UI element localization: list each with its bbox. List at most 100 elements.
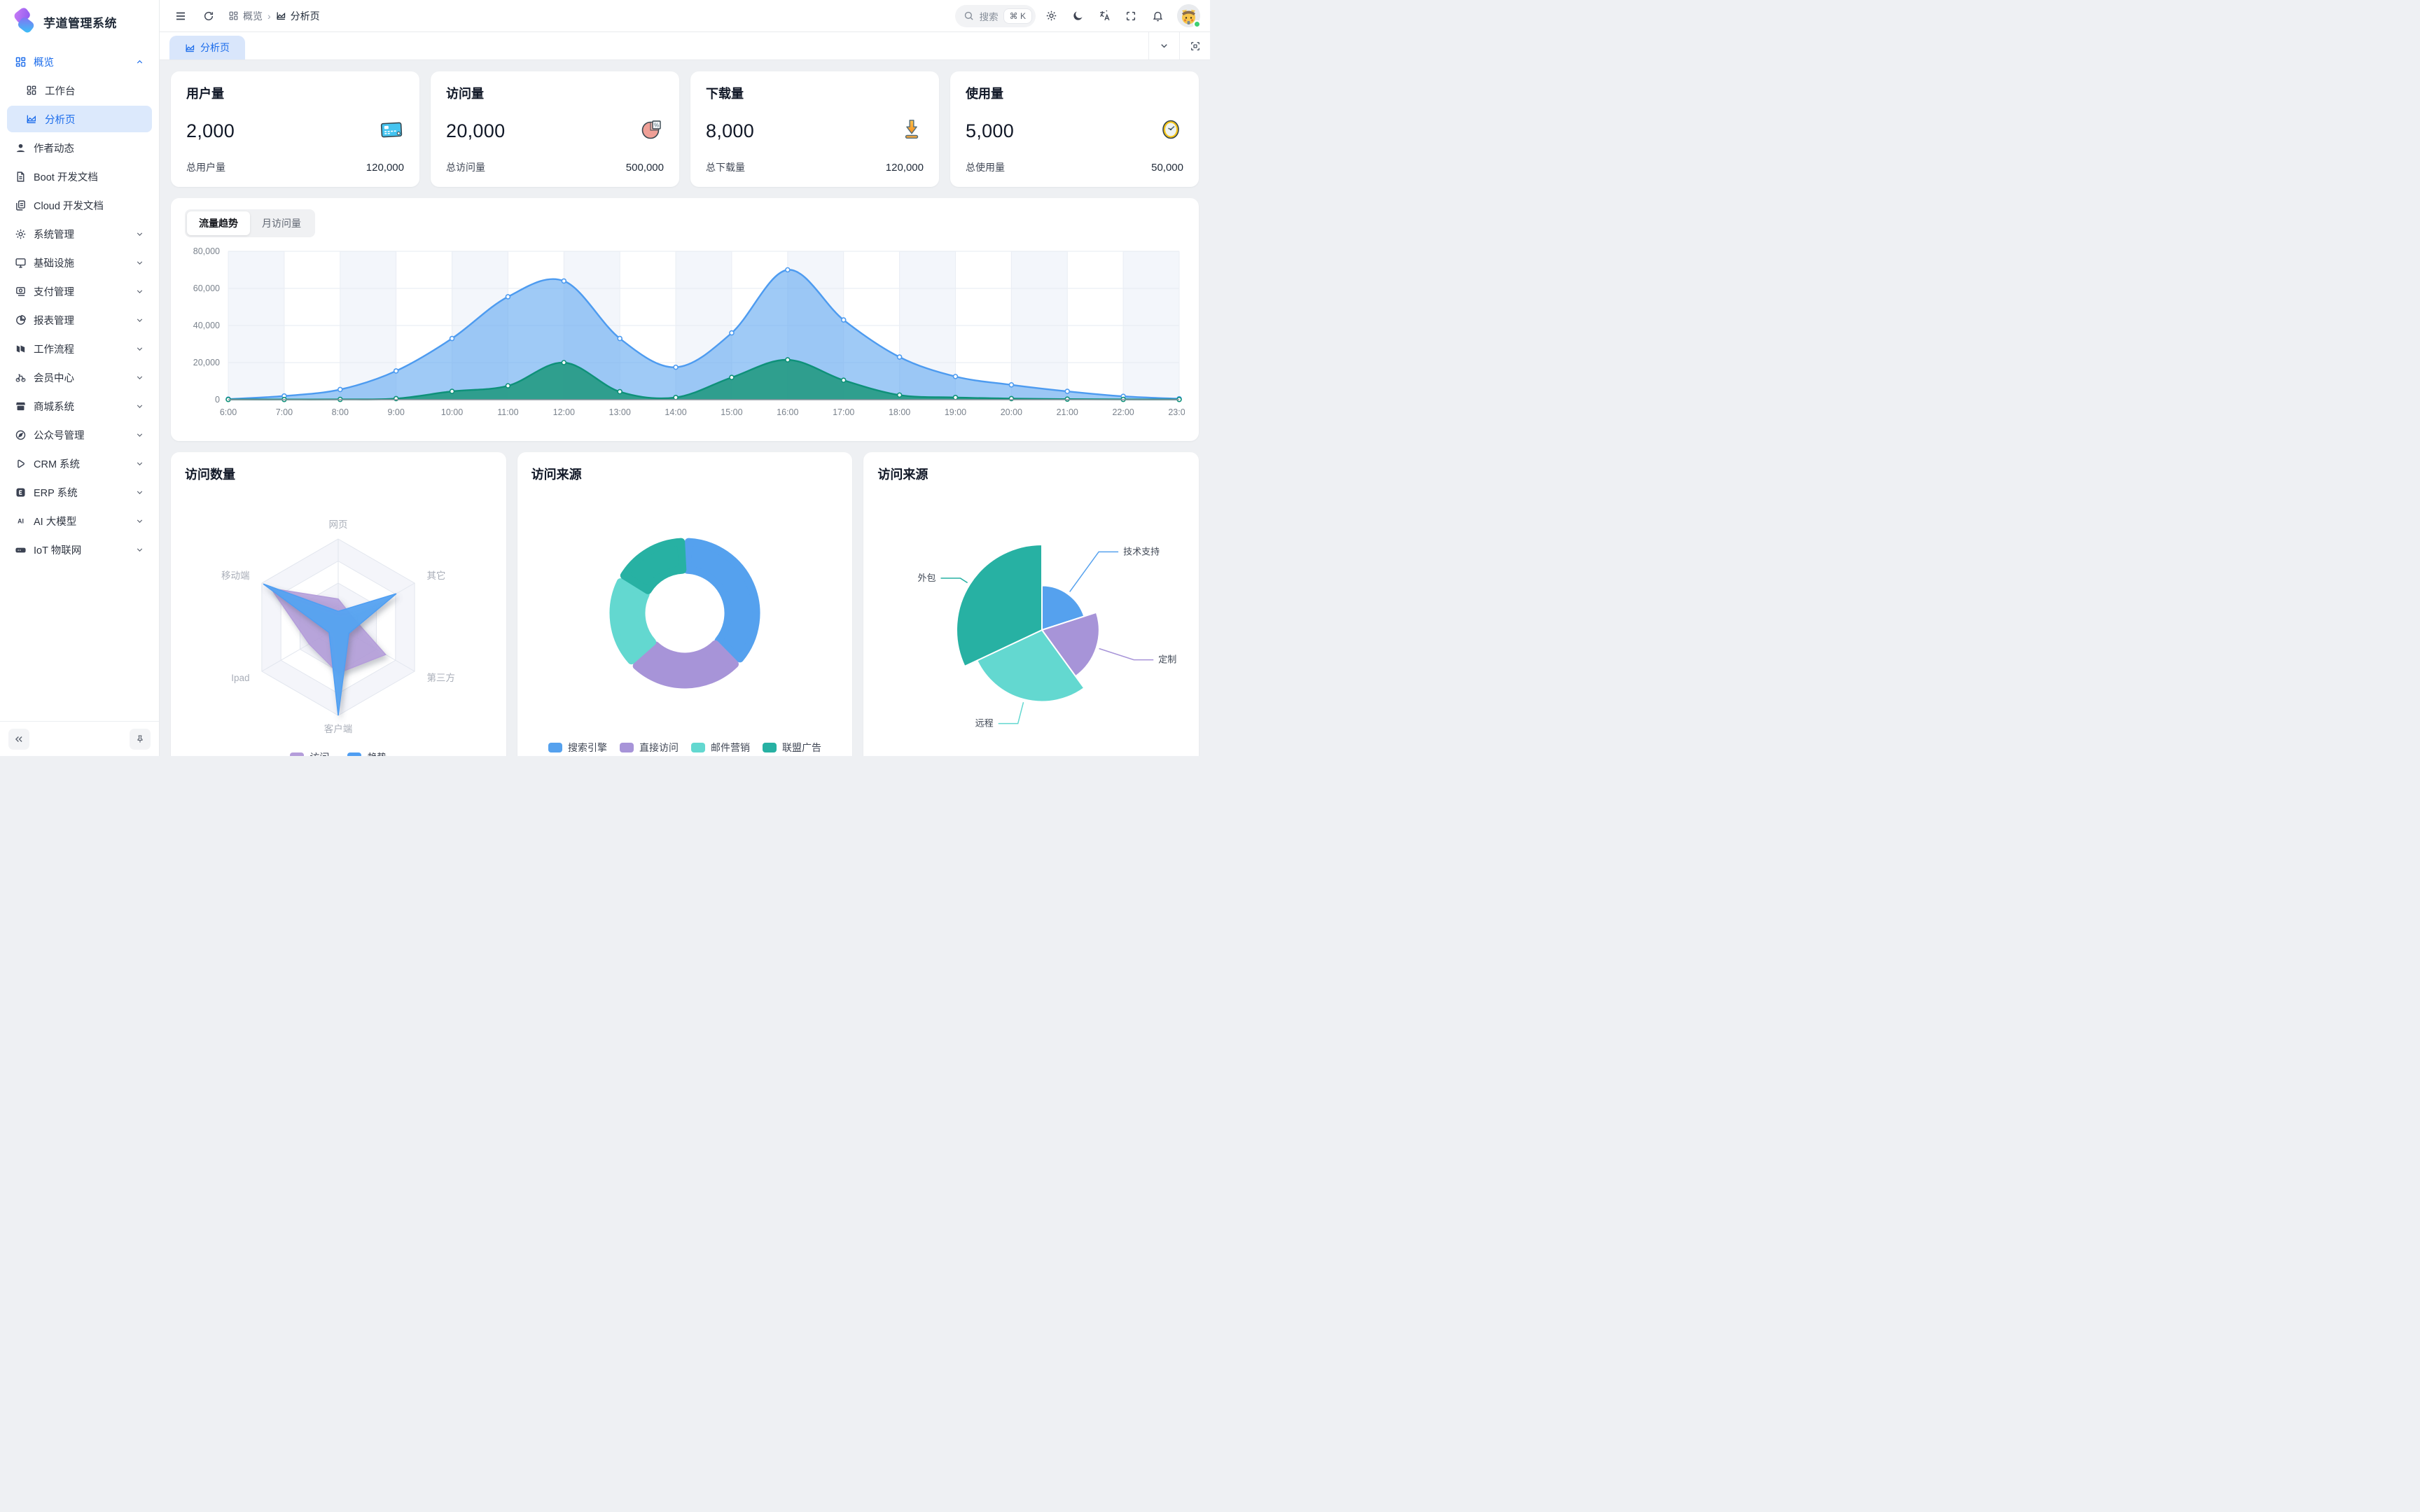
user-avatar[interactable] xyxy=(1177,4,1201,28)
tab-monthly-visits[interactable]: 月访问量 xyxy=(262,218,301,229)
legend-search-engine[interactable]: 搜索引擎 xyxy=(548,741,607,755)
sidebar-item-ai[interactable]: AI AI 大模型 xyxy=(7,507,152,534)
play-triangle-icon xyxy=(14,457,27,470)
chevron-down-icon xyxy=(135,430,145,440)
panel-title: 访问来源 xyxy=(531,468,582,482)
trend-tabs: 流量趋势 月访问量 xyxy=(185,209,315,237)
svg-text:15:00: 15:00 xyxy=(721,407,742,417)
breadcrumb-analysis[interactable]: 分析页 xyxy=(276,9,320,23)
sidebar-item-crm[interactable]: CRM 系统 xyxy=(7,450,152,477)
svg-text:12:00: 12:00 xyxy=(553,407,575,417)
sidebar-item-iot[interactable]: IoT 物联网 xyxy=(7,536,152,563)
svg-text:40,000: 40,000 xyxy=(193,321,220,330)
legend-email[interactable]: 邮件营销 xyxy=(690,741,750,755)
sidebar-item-payment[interactable]: 支付管理 xyxy=(7,278,152,304)
sidebar-item-member-center[interactable]: 会员中心 xyxy=(7,364,152,391)
stat-card-visits: 访问量 20,000 % 总访问量 500,000 xyxy=(431,71,679,187)
sidebar-item-cloud-docs[interactable]: Cloud 开发文档 xyxy=(7,192,152,218)
stats-row: 用户量 2,000 总用户量 120,000 访问量 20,000 % 总 xyxy=(171,71,1199,187)
visit-source-donut-panel: 访问来源 搜索引擎 直接访问 邮件营销 联盟广告 xyxy=(517,452,853,756)
header-actions: 搜索 ⌘ K xyxy=(954,4,1201,28)
donut-legend: 搜索引擎 直接访问 邮件营销 联盟广告 xyxy=(531,741,839,755)
sidebar-item-reports[interactable]: 报表管理 xyxy=(7,307,152,333)
tabbar-controls xyxy=(1148,32,1210,59)
svg-text:21:00: 21:00 xyxy=(1057,407,1078,417)
workbench-icon xyxy=(25,84,38,97)
maximize-icon xyxy=(1190,41,1199,50)
chevron-down-icon xyxy=(135,315,145,325)
app-logo-icon xyxy=(11,7,36,36)
svg-text:20,000: 20,000 xyxy=(193,358,220,368)
svg-text:13:00: 13:00 xyxy=(609,407,631,417)
hamburger-menu-button[interactable] xyxy=(169,5,192,27)
sidebar-item-boot-docs[interactable]: Boot 开发文档 xyxy=(7,163,152,190)
traffic-trend-chart[interactable]: 0 20,000 40,000 60,000 80,000 6:00 7:00 8:00 9:0… xyxy=(185,243,1190,427)
sidebar-item-overview[interactable]: 概览 xyxy=(7,48,152,75)
chevron-down-icon xyxy=(135,458,145,468)
svg-text:20:00: 20:00 xyxy=(1001,407,1022,417)
chart-icon xyxy=(185,44,195,52)
language-button[interactable] xyxy=(1093,5,1115,27)
svg-text:第三方: 第三方 xyxy=(427,672,456,683)
svg-text:23:00: 23:00 xyxy=(1168,407,1185,417)
svg-text:9:00: 9:00 xyxy=(387,407,404,417)
tab-traffic-trend[interactable]: 流量趋势 xyxy=(187,211,250,235)
traffic-trend-card: 流量趋势 月访问量 0 20,000 40,000 60,000 80,000 6:00 7… xyxy=(171,198,1199,441)
person-icon xyxy=(14,141,27,154)
sidebar-item-workbench[interactable]: 工作台 xyxy=(7,77,152,104)
svg-text:外包: 外包 xyxy=(918,573,936,583)
notifications-button[interactable] xyxy=(1146,5,1169,27)
sidebar-item-analysis[interactable]: 分析页 xyxy=(7,106,152,132)
iot-device-icon xyxy=(14,543,27,556)
svg-text:定制: 定制 xyxy=(1159,654,1177,665)
svg-text:其它: 其它 xyxy=(427,570,446,581)
legend-visit[interactable]: 访问 xyxy=(290,750,329,756)
refresh-button[interactable] xyxy=(197,5,220,27)
svg-text:远程: 远程 xyxy=(975,718,994,729)
pin-sidebar-button[interactable] xyxy=(130,728,151,750)
svg-text:%: % xyxy=(654,122,659,129)
tab-list-dropdown-button[interactable] xyxy=(1148,32,1179,59)
users-value: 2,000 xyxy=(186,120,235,141)
usage-value: 5,000 xyxy=(966,120,1015,141)
svg-text:80,000: 80,000 xyxy=(193,246,220,256)
svg-text:17:00: 17:00 xyxy=(833,407,854,417)
svg-text:22:00: 22:00 xyxy=(1112,407,1134,417)
sidebar-item-official-account[interactable]: 公众号管理 xyxy=(7,421,152,448)
breadcrumb-overview[interactable]: 概览 xyxy=(228,9,263,23)
sidebar-item-system[interactable]: 系统管理 xyxy=(7,220,152,247)
sidebar-item-mall[interactable]: 商城系统 xyxy=(7,393,152,419)
settings-button[interactable] xyxy=(1040,5,1062,27)
legend-affiliate-ads[interactable]: 联盟广告 xyxy=(762,741,821,755)
svg-text:7:00: 7:00 xyxy=(276,407,293,417)
sidebar-item-author-news[interactable]: 作者动态 xyxy=(7,134,152,161)
tab-analysis[interactable]: 分析页 xyxy=(169,36,245,59)
sidebar-item-infrastructure[interactable]: 基础设施 xyxy=(7,249,152,276)
maximize-content-button[interactable] xyxy=(1179,32,1210,59)
downloads-value: 8,000 xyxy=(706,120,755,141)
sidebar-item-erp[interactable]: ERP 系统 xyxy=(7,479,152,505)
svg-text:16:00: 16:00 xyxy=(777,407,798,417)
payment-icon xyxy=(14,285,27,298)
svg-text:技术支持: 技术支持 xyxy=(1123,546,1160,556)
visit-source-donut-chart[interactable] xyxy=(531,490,838,741)
fullscreen-button[interactable] xyxy=(1120,5,1142,27)
sidebar-menu: 概览 工作台 分析页 作者动态 Boot 开发文档 Cloud 开发文档 系统管… xyxy=(0,43,159,721)
legend-direct[interactable]: 直接访问 xyxy=(619,741,679,755)
compass-icon xyxy=(14,428,27,441)
sidebar-item-workflow[interactable]: 工作流程 xyxy=(7,335,152,362)
legend-trend[interactable]: 趋势 xyxy=(347,750,387,756)
stat-card-users: 用户量 2,000 总用户量 120,000 xyxy=(171,71,419,187)
search-input[interactable]: 搜索 ⌘ K xyxy=(954,4,1036,27)
svg-text:11:00: 11:00 xyxy=(497,407,518,417)
app-logo-row[interactable]: 芋道管理系统 xyxy=(0,0,159,43)
erp-icon xyxy=(14,486,27,498)
collapse-sidebar-button[interactable] xyxy=(8,728,29,750)
dark-mode-button[interactable] xyxy=(1066,5,1089,27)
svg-text:10:00: 10:00 xyxy=(441,407,463,417)
document-icon xyxy=(14,170,27,183)
